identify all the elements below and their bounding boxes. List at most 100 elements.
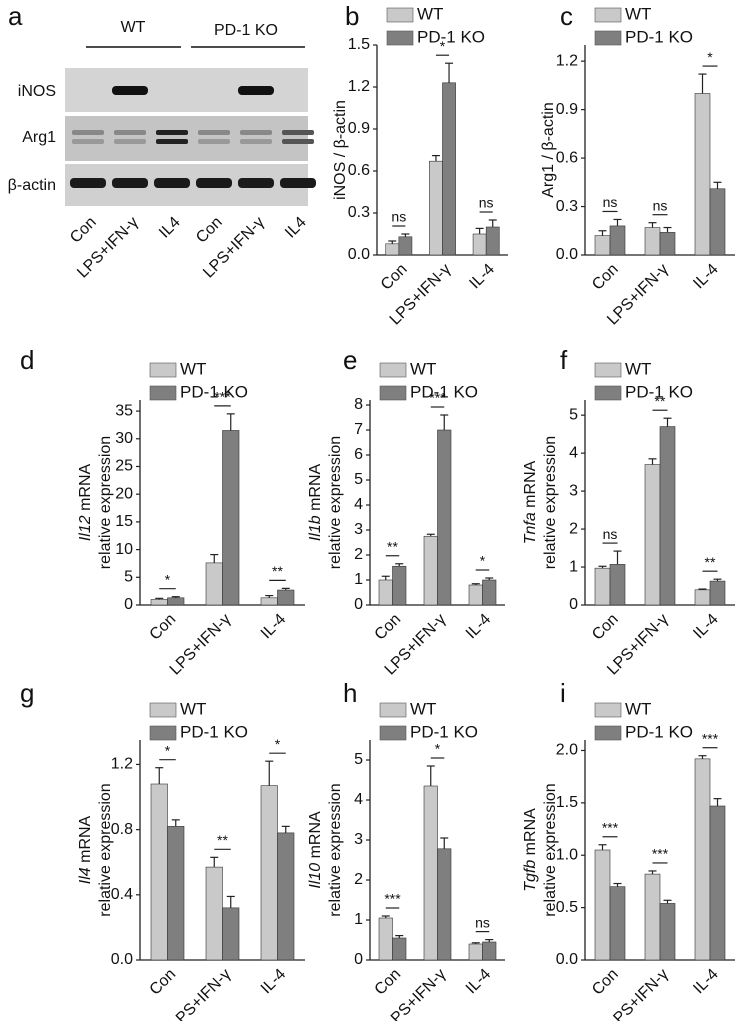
bar (205, 562, 223, 606)
panel-letter: e (343, 345, 357, 375)
significance-label: * (440, 38, 446, 54)
panel-letter: a (8, 1, 23, 31)
legend-label: PD-1 KO (180, 722, 248, 741)
y-tick-label: 15 (115, 513, 133, 530)
band (196, 178, 232, 188)
lane-label: IL4 (156, 214, 184, 242)
bar (659, 903, 676, 961)
bar (468, 584, 483, 606)
legend-label: WT (625, 4, 651, 23)
y-tick-label: 0.5 (556, 899, 578, 916)
significance-label: ns (479, 195, 494, 211)
bar (277, 832, 295, 961)
legend-swatch (149, 702, 177, 718)
bar (659, 426, 676, 606)
legend-label: PD-1 KO (417, 27, 485, 46)
error-bar (401, 233, 410, 237)
bar (709, 188, 726, 256)
legend-label: PD-1 KO (180, 382, 248, 401)
bar (694, 589, 711, 606)
significance-label: ns (475, 914, 490, 930)
bar (709, 805, 726, 961)
legend-swatch (594, 385, 622, 401)
y-tick-label: 0.6 (348, 162, 370, 179)
bar (385, 243, 400, 256)
bar (378, 579, 393, 606)
bar (277, 589, 295, 606)
error-bar (426, 533, 435, 537)
bar (260, 597, 278, 606)
x-tick-label: IL-4 (463, 611, 495, 643)
x-tick-label: Con (147, 966, 180, 999)
panel-letter: i (560, 678, 566, 708)
blot-row-label: β-actin (8, 177, 56, 194)
x-tick-label: IL-4 (258, 966, 290, 998)
x-tick-label: Con (147, 611, 180, 644)
y-tick-label: 20 (115, 485, 133, 502)
significance-label: * (435, 741, 441, 757)
significance-label: ** (217, 832, 228, 848)
y-tick-label: 0 (354, 951, 363, 968)
error-bar (485, 938, 494, 942)
band (280, 178, 316, 188)
x-tick-label: IL-4 (690, 966, 722, 998)
legend-swatch (594, 702, 622, 718)
y-axis-label: Il1b mRNA (307, 463, 324, 541)
significance-label: *** (214, 389, 231, 405)
error-bar (713, 798, 722, 806)
band (198, 139, 230, 144)
significance-label: ns (391, 209, 406, 225)
y-tick-label: 1 (354, 571, 363, 588)
y-tick-label: 3 (354, 831, 363, 848)
error-bar (395, 563, 404, 567)
band (114, 130, 146, 135)
bar (644, 464, 661, 606)
significance-label: ** (705, 554, 716, 570)
x-tick-label: IL-4 (463, 966, 495, 998)
panel-letter: b (345, 1, 359, 31)
error-bar (698, 755, 707, 759)
significance-label: * (165, 571, 171, 587)
y-tick-label: 5 (124, 569, 133, 586)
error-bar (648, 458, 657, 465)
error-bar (698, 73, 707, 94)
lane-label: Con (67, 214, 100, 247)
x-tick-label: Con (378, 261, 411, 294)
error-bar (265, 760, 274, 786)
y-tick-label: 0.9 (348, 120, 370, 137)
y-tick-label: 0.0 (348, 246, 370, 263)
y-tick-label: 2 (354, 871, 363, 888)
legend-swatch (386, 30, 414, 46)
legend-swatch (594, 725, 622, 741)
x-tick-label: IL-4 (466, 261, 498, 293)
legend-label: WT (417, 4, 443, 23)
y-axis-label: Il4 mRNA (77, 815, 94, 884)
y-axis-label-unit: mRNA (307, 811, 324, 858)
error-bar (613, 882, 622, 887)
panel-letter: d (20, 345, 34, 375)
band (282, 139, 314, 144)
x-tick-label: Con (589, 261, 622, 294)
panel-letter: c (560, 1, 573, 31)
bar (260, 785, 278, 961)
bar (594, 849, 611, 961)
y-tick-label: 4 (569, 444, 578, 461)
band (240, 139, 272, 144)
band (238, 178, 274, 188)
error-bar (440, 414, 449, 430)
bar (437, 429, 452, 606)
y-tick-label: 35 (115, 402, 133, 419)
significance-label: * (480, 553, 486, 569)
y-axis-label-gene: Il1b (307, 515, 324, 541)
bar (609, 886, 626, 961)
y-tick-label: 0.0 (556, 246, 578, 263)
band (72, 139, 104, 144)
legend-swatch (149, 725, 177, 741)
y-tick-label: 1.0 (556, 846, 578, 863)
legend-label: WT (180, 359, 206, 378)
legend-swatch (379, 385, 407, 401)
bar (442, 82, 456, 256)
y-axis-label: Il12 mRNA (77, 463, 94, 541)
significance-label: *** (652, 846, 669, 862)
